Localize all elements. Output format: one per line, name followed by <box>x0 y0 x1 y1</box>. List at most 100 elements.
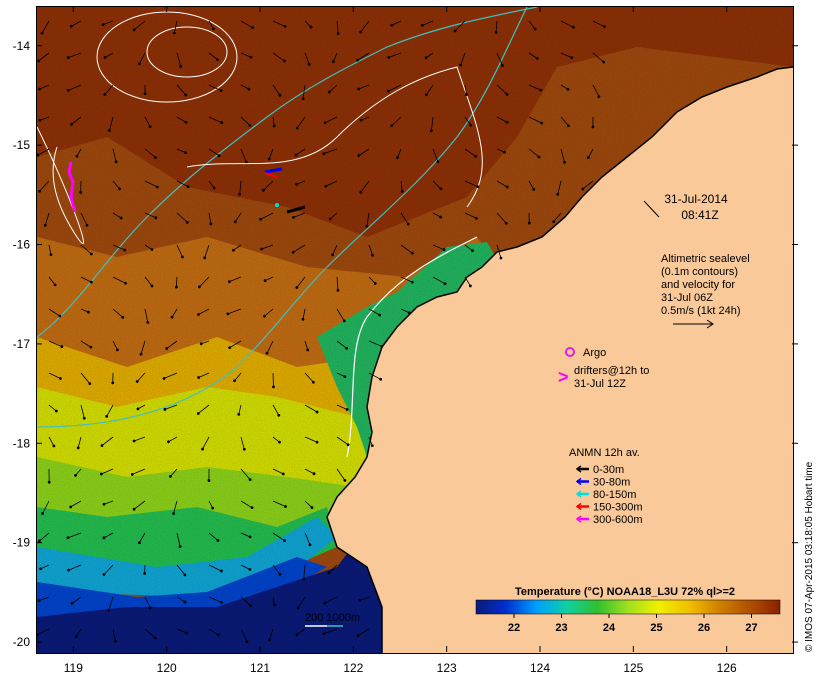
velocity-arrow <box>304 52 310 65</box>
velocity-arrow-head <box>143 92 147 96</box>
velocity-arrow <box>332 52 338 62</box>
velocity-arrow <box>560 148 565 163</box>
velocity-arrow <box>132 468 146 475</box>
velocity-arrow <box>296 116 306 129</box>
velocity-arrow <box>261 244 274 250</box>
velocity-arrow <box>208 20 214 29</box>
velocity-arrow <box>359 596 370 601</box>
velocity-arrow-head <box>370 444 374 448</box>
timestamp-pointer <box>643 200 660 218</box>
anmn-item-label: 300-600m <box>593 514 643 526</box>
velocity-arrow-head <box>425 93 428 97</box>
velocity-arrow-head <box>503 150 506 154</box>
velocity-arrow-head <box>327 571 331 575</box>
land-peninsula <box>462 307 527 387</box>
velocity-arrow-head <box>103 56 107 59</box>
anmn-item-label: 80-150m <box>593 489 636 501</box>
velocity-arrow-head <box>66 56 70 59</box>
velocity-arrow-head <box>263 314 266 318</box>
velocity-arrow-head <box>154 216 158 220</box>
drifter-marker: > <box>558 367 569 387</box>
velocity-arrow <box>67 532 82 539</box>
velocity-arrow <box>400 276 413 283</box>
velocity-arrow <box>48 308 61 317</box>
velocity-arrow-head <box>185 631 188 635</box>
velocity-arrow-head <box>67 568 70 572</box>
map-frame: 31-Jul-2014 08:41Z Altimetric sealevel (… <box>36 6 794 654</box>
velocity-arrow <box>139 52 146 64</box>
x-tick-label: 126 <box>717 661 737 675</box>
velocity-arrow <box>296 628 306 636</box>
velocity-arrow <box>240 564 251 570</box>
x-tick-label: 124 <box>530 661 550 675</box>
timestamp-date: 31-Jul-2014 <box>664 192 728 206</box>
velocity-arrow-head <box>278 440 281 444</box>
anmn-item-label: 0-30m <box>593 464 624 476</box>
anmn-item-label: 150-300m <box>593 502 643 514</box>
velocity-arrow <box>325 180 338 187</box>
velocity-arrow-head <box>295 182 299 186</box>
velocity-arrow <box>368 276 376 284</box>
velocity-arrow <box>368 372 381 380</box>
velocity-arrow-head <box>58 314 62 318</box>
sealevel-contour-central <box>186 66 483 208</box>
velocity-arrow <box>38 52 50 62</box>
velocity-arrow <box>48 372 61 379</box>
velocity-arrow <box>528 84 541 91</box>
velocity-arrow-head <box>47 480 51 484</box>
velocity-arrow <box>464 244 473 251</box>
velocity-arrow <box>336 308 345 322</box>
velocity-arrow <box>292 244 306 253</box>
velocity-arrow <box>48 404 57 412</box>
velocity-arrow <box>304 436 318 443</box>
velocity-arrow <box>368 308 380 316</box>
velocity-arrow-head <box>474 154 478 158</box>
velocity-arrow <box>80 372 91 384</box>
anmn-title: ANMN 12h av. <box>569 447 640 459</box>
velocity-arrow-head <box>380 345 384 348</box>
velocity-arrow-head <box>85 223 89 227</box>
velocity-arrow <box>495 20 498 33</box>
velocity-arrow-head <box>74 473 77 477</box>
velocity-arrow <box>304 500 313 508</box>
velocity-arrow <box>496 180 508 188</box>
velocity-arrow <box>388 84 402 92</box>
velocity-arrow-head <box>89 252 93 256</box>
velocity-arrow-head <box>69 24 73 28</box>
velocity-arrow-head <box>570 56 574 59</box>
velocity-arrow-head <box>102 536 106 540</box>
velocity-arrow-head <box>268 638 271 642</box>
sealevel-line-2: (0.1m contours) <box>661 266 738 278</box>
velocity-arrow-head <box>228 346 232 350</box>
velocity-arrow-head <box>172 31 176 35</box>
velocity-arrow-head <box>39 567 43 571</box>
velocity-arrow <box>144 116 151 127</box>
velocity-arrow <box>432 148 439 162</box>
velocity-arrow-head <box>306 348 310 352</box>
velocity-arrow <box>176 84 187 96</box>
velocity-arrow <box>101 436 114 446</box>
velocity-arrow-head <box>248 535 252 539</box>
velocity-arrow <box>168 436 178 443</box>
velocity-arrow-head <box>260 247 264 251</box>
velocity-arrow-head <box>212 27 215 31</box>
velocity-arrow-head <box>132 507 136 511</box>
velocity-arrow-head <box>130 472 134 476</box>
velocity-arrow <box>112 308 124 318</box>
velocity-arrow-head <box>265 351 269 355</box>
velocity-arrow <box>71 116 82 125</box>
velocity-arrow-head <box>406 222 410 226</box>
velocity-arrow <box>496 116 508 123</box>
velocity-arrow <box>358 84 370 90</box>
velocity-arrow <box>388 52 402 58</box>
velocity-arrow <box>44 212 50 226</box>
velocity-arrow-head <box>169 475 172 478</box>
velocity-arrow-head <box>52 444 56 448</box>
mooring-marker-cyan <box>275 203 279 207</box>
velocity-arrow-head <box>167 440 170 444</box>
velocity-arrow-head <box>217 633 220 637</box>
velocity-arrow <box>68 84 82 91</box>
velocity-arrow <box>77 436 82 449</box>
velocity-arrow <box>234 212 242 223</box>
velocity-arrow <box>170 468 178 477</box>
